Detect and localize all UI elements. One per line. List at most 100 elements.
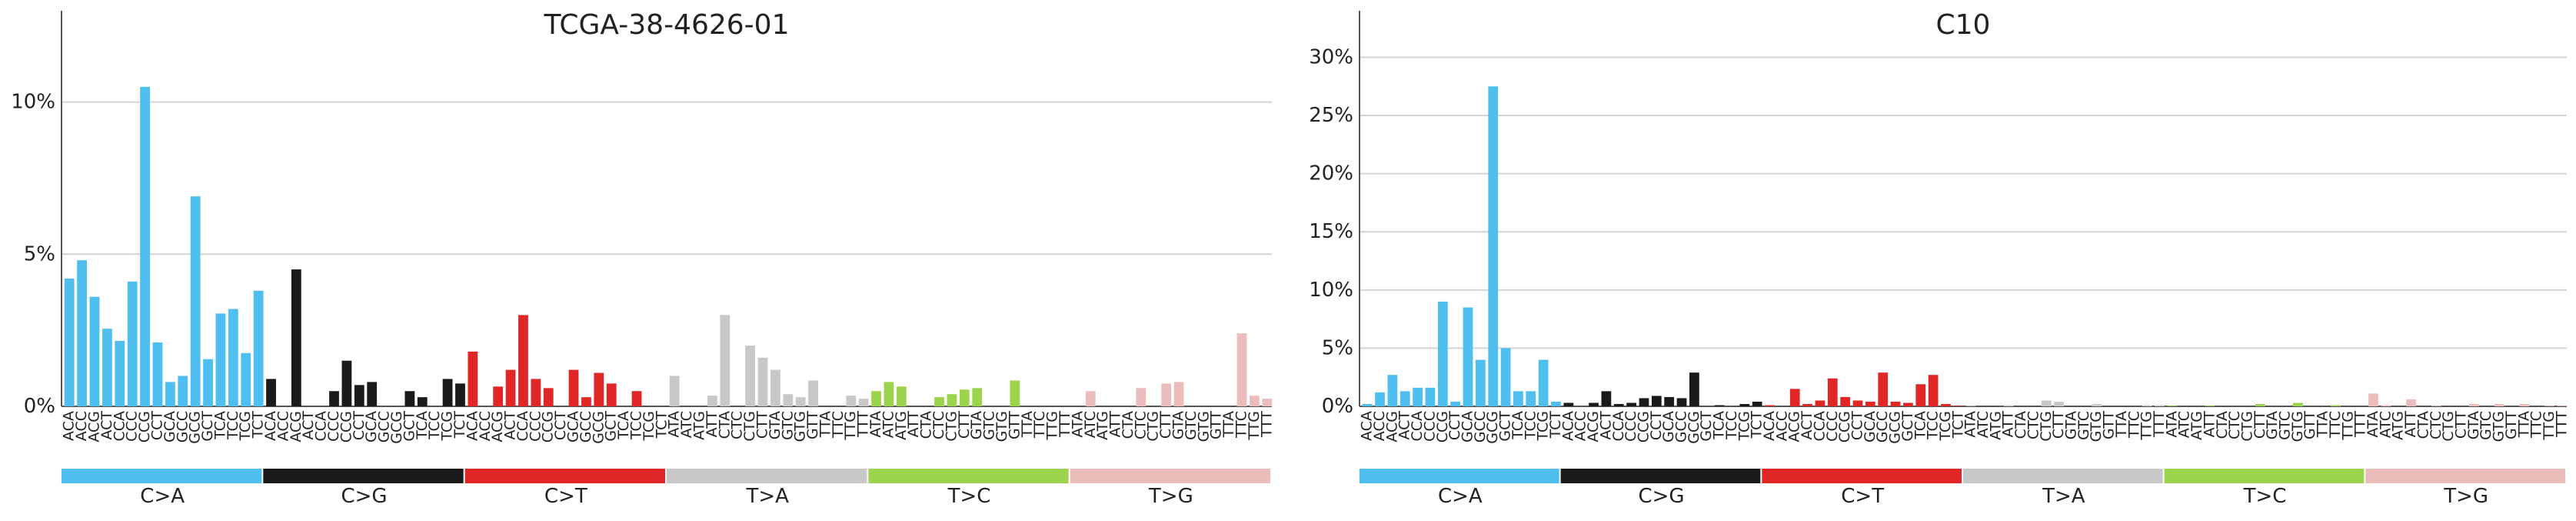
x-tick-label: TTC bbox=[2125, 411, 2142, 439]
x-tick-label: CTC bbox=[2428, 411, 2445, 439]
x-tick-label: CCG bbox=[136, 411, 153, 443]
bar bbox=[329, 391, 339, 406]
bar bbox=[1538, 359, 1549, 406]
x-tick-label: ACG bbox=[1786, 411, 1803, 443]
bar bbox=[1437, 301, 1448, 406]
x-tick-label: CCC bbox=[1421, 411, 1438, 442]
x-tick-label: GCC bbox=[1673, 411, 1690, 443]
chart-title: TCGA-38-4626-01 bbox=[544, 9, 790, 41]
bar bbox=[795, 397, 806, 406]
bar bbox=[1915, 384, 1926, 406]
bar bbox=[1890, 401, 1901, 406]
x-tick-label: GTG bbox=[1195, 411, 1212, 442]
bar bbox=[1173, 382, 1184, 406]
x-tick-label: GTA bbox=[968, 411, 985, 439]
bar bbox=[140, 86, 150, 406]
x-tick-label: ACT bbox=[1396, 411, 1413, 440]
bar bbox=[115, 340, 125, 406]
bar bbox=[165, 382, 175, 406]
bar bbox=[1463, 307, 1473, 406]
x-tick-label: TCT bbox=[250, 411, 267, 439]
x-tick-label: GTC bbox=[2075, 411, 2092, 440]
bar bbox=[253, 290, 264, 406]
bar bbox=[77, 260, 87, 406]
mutation-type-strip bbox=[868, 469, 1069, 483]
x-tick-label: ACC bbox=[73, 411, 90, 441]
x-tick-label: GTT bbox=[1208, 411, 1225, 439]
bar bbox=[1789, 389, 1800, 406]
bar bbox=[1752, 401, 1762, 406]
bar bbox=[757, 357, 768, 406]
x-tick-label: ATG bbox=[691, 411, 707, 440]
x-tick-label: GCG bbox=[1887, 411, 1904, 444]
bar bbox=[367, 382, 378, 406]
x-tick-label: GTG bbox=[792, 411, 809, 442]
x-tick-label: CTG bbox=[741, 411, 758, 442]
x-tick-label: CTA bbox=[1120, 411, 1137, 439]
x-tick-label: TTT bbox=[2352, 411, 2369, 439]
bar bbox=[1852, 400, 1863, 406]
bar bbox=[2003, 405, 2014, 406]
x-tick-label: GCG bbox=[1484, 411, 1501, 444]
bar bbox=[518, 315, 528, 406]
x-tick-label: CCG bbox=[1635, 411, 1652, 443]
x-tick-label: TTT bbox=[855, 411, 872, 439]
y-tick-label: 15% bbox=[1309, 220, 1353, 243]
bar bbox=[770, 369, 780, 406]
x-tick-label: TTC bbox=[1031, 411, 1048, 439]
mutation-type-label: C>G bbox=[341, 485, 387, 508]
x-tick-label: GCG bbox=[1686, 411, 1702, 444]
x-tick-label: TTC bbox=[830, 411, 847, 439]
x-tick-label: CCA bbox=[514, 411, 531, 442]
x-tick-label: ATC bbox=[678, 411, 695, 438]
mutation-type-label: C>T bbox=[544, 485, 587, 508]
x-tick-label: TTC bbox=[2528, 411, 2545, 439]
x-tick-label: TTA bbox=[817, 411, 834, 438]
bar bbox=[846, 396, 857, 406]
bar bbox=[1526, 391, 1536, 406]
x-tick-label: TTA bbox=[2315, 411, 2331, 438]
x-tick-label: CTT bbox=[1157, 411, 1174, 439]
x-tick-label: ACT bbox=[300, 411, 317, 440]
bar bbox=[594, 372, 604, 406]
bar bbox=[1250, 396, 1260, 406]
bar bbox=[266, 379, 276, 406]
bar bbox=[1375, 392, 1385, 406]
x-tick-label: ACA bbox=[464, 411, 481, 441]
x-tick-label: TCG bbox=[1736, 411, 1752, 441]
mutation-type-label: T>A bbox=[745, 485, 789, 508]
x-tick-label: TCC bbox=[1522, 411, 1539, 440]
mutation-type-label: C>G bbox=[1638, 485, 1684, 508]
x-tick-label: ACC bbox=[1573, 411, 1589, 441]
x-tick-label: ATG bbox=[1094, 411, 1111, 440]
x-tick-label: GCG bbox=[388, 411, 405, 444]
x-tick-label: TTG bbox=[2541, 411, 2558, 441]
x-tick-label: GCC bbox=[1874, 411, 1891, 443]
x-tick-label: ACG bbox=[85, 411, 102, 443]
bar bbox=[1613, 403, 1624, 406]
x-tick-label: TTT bbox=[2553, 411, 2570, 439]
x-tick-label: ATA bbox=[1069, 411, 1086, 438]
x-tick-label: GCG bbox=[590, 411, 607, 444]
x-tick-label: GTG bbox=[2088, 411, 2105, 442]
y-tick-label: 10% bbox=[1309, 279, 1353, 302]
bar bbox=[102, 329, 112, 406]
x-tick-label: CTA bbox=[716, 411, 733, 439]
bar bbox=[1840, 396, 1851, 406]
x-tick-label: GCA bbox=[1660, 411, 1677, 443]
mutation-type-strip bbox=[1963, 469, 2163, 483]
x-tick-label: CCA bbox=[1409, 411, 1426, 442]
bar bbox=[215, 313, 226, 406]
bar bbox=[127, 281, 138, 406]
mutation-type-strip bbox=[2365, 469, 2565, 483]
x-tick-label: GCC bbox=[577, 411, 594, 443]
bar bbox=[1425, 387, 1436, 406]
bar bbox=[505, 369, 516, 406]
mutation-type-label: T>A bbox=[2042, 485, 2085, 508]
x-tick-label: CTT bbox=[956, 411, 973, 439]
mutation-type-strip bbox=[1762, 469, 1962, 483]
x-tick-label: CCC bbox=[325, 411, 342, 442]
x-tick-label: TCA bbox=[615, 411, 632, 440]
bar bbox=[1010, 380, 1020, 406]
bar bbox=[543, 388, 554, 406]
